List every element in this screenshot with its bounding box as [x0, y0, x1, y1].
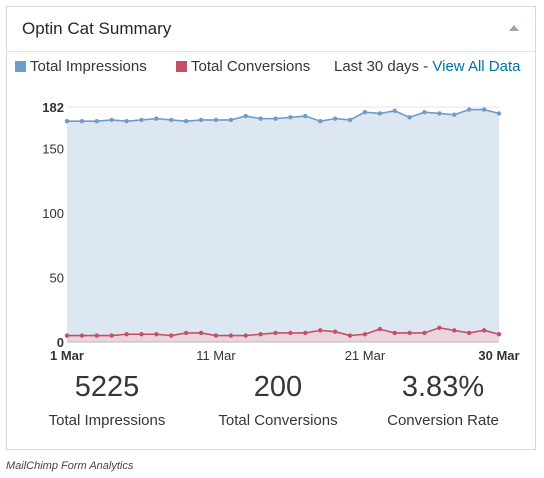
data-point-impressions [303, 113, 308, 119]
data-point-conversions [64, 333, 70, 338]
data-point-impressions [407, 115, 412, 120]
data-point-conversions [288, 330, 293, 336]
data-point-impressions [94, 119, 99, 124]
data-point-impressions [64, 119, 70, 124]
data-point-conversions [392, 330, 397, 336]
stat-conversion-rate: 3.83% Conversion Rate [358, 370, 528, 429]
data-point-impressions [362, 109, 368, 115]
data-point-impressions [392, 108, 397, 114]
stat-value: 3.83% [401, 371, 485, 403]
period-label: Last 30 days - [334, 58, 433, 75]
data-point-impressions [496, 111, 502, 116]
widget-header: Optin Cat Summary [7, 7, 535, 52]
collapse-arrow-icon[interactable] [509, 25, 519, 31]
data-point-impressions [243, 113, 248, 119]
data-point-impressions [422, 109, 427, 115]
data-point-conversions [481, 328, 487, 333]
legend-item-impressions: Total Impressions [15, 58, 147, 75]
data-point-impressions [273, 116, 278, 121]
x-tick-label: 1 Mar [50, 348, 84, 363]
data-point-conversions [407, 330, 412, 336]
data-point-impressions [169, 117, 174, 123]
data-point-conversions [79, 333, 85, 338]
data-point-conversions [318, 328, 323, 333]
data-point-conversions [198, 330, 204, 336]
data-point-impressions [258, 116, 263, 121]
data-point-impressions [139, 117, 144, 123]
stat-total-conversions: 200 Total Conversions [193, 370, 363, 429]
widget-title: Optin Cat Summary [22, 19, 172, 38]
data-point-impressions [318, 119, 323, 124]
data-point-conversions [377, 326, 383, 332]
data-point-impressions [198, 117, 204, 123]
data-point-conversions [109, 333, 114, 338]
stat-label: Total Impressions [48, 412, 166, 429]
data-point-conversions [452, 328, 457, 333]
x-tick-label: 21 Mar [345, 348, 386, 363]
legend-label-conversions: Total Conversions [191, 58, 311, 75]
data-point-impressions [183, 119, 189, 124]
data-point-impressions [228, 117, 234, 123]
y-tick-label: 50 [50, 270, 64, 285]
period-text: Last 30 days - View All Data [334, 58, 521, 75]
figure-caption: MailChimp Form Analytics [6, 460, 134, 472]
data-point-impressions [154, 116, 159, 121]
legend-item-conversions: Total Conversions [176, 58, 310, 75]
data-point-impressions [124, 119, 129, 124]
y-tick-label: 100 [42, 206, 64, 221]
data-point-conversions [273, 330, 278, 336]
view-all-data-link[interactable]: View All Data [432, 58, 521, 75]
data-point-impressions [452, 112, 457, 117]
legend-label-impressions: Total Impressions [30, 58, 147, 75]
data-point-conversions [94, 333, 99, 338]
data-point-impressions [288, 115, 293, 120]
legend-swatch-conversions [176, 61, 187, 72]
data-point-conversions [243, 333, 248, 338]
data-point-conversions [154, 332, 159, 337]
data-point-conversions [332, 329, 338, 334]
data-point-conversions [258, 332, 263, 337]
data-point-impressions [377, 111, 383, 116]
data-point-impressions [79, 119, 85, 124]
x-tick-label: 30 Mar [478, 348, 519, 363]
data-point-impressions [213, 117, 219, 123]
series-line-conversions [67, 326, 500, 337]
data-point-conversions [303, 330, 308, 336]
data-point-conversions [228, 333, 234, 338]
stat-label: Total Conversions [218, 412, 338, 429]
data-point-conversions [139, 332, 144, 337]
data-point-impressions [332, 116, 338, 121]
data-point-conversions [213, 333, 219, 338]
data-point-conversions [422, 330, 427, 336]
chart-legend: Total Impressions Total Conversions Last… [15, 58, 521, 78]
stat-value: 200 [253, 371, 303, 403]
data-point-conversions [183, 330, 189, 336]
data-point-conversions [496, 332, 502, 337]
legend-swatch-impressions [15, 61, 26, 72]
series-area-conversions [67, 327, 499, 342]
y-tick-label: 150 [42, 141, 64, 156]
y-tick-label: 182 [42, 100, 64, 115]
series-line-impressions [67, 108, 500, 123]
stat-label: Conversion Rate [387, 412, 499, 429]
data-point-conversions [124, 332, 129, 337]
data-point-conversions [437, 325, 442, 330]
data-point-conversions [362, 332, 368, 337]
x-tick-label: 11 Mar [196, 348, 236, 363]
stat-total-impressions: 5225 Total Impressions [22, 370, 192, 429]
data-point-impressions [437, 111, 442, 116]
data-point-impressions [481, 107, 487, 112]
data-point-conversions [467, 330, 472, 336]
data-point-conversions [347, 333, 353, 338]
data-point-impressions [347, 117, 353, 123]
data-point-impressions [467, 107, 472, 112]
data-point-conversions [169, 333, 174, 338]
stat-value: 5225 [74, 371, 140, 403]
y-tick-label: 0 [57, 335, 64, 350]
series-area-impressions [67, 109, 499, 342]
data-point-impressions [109, 117, 114, 123]
